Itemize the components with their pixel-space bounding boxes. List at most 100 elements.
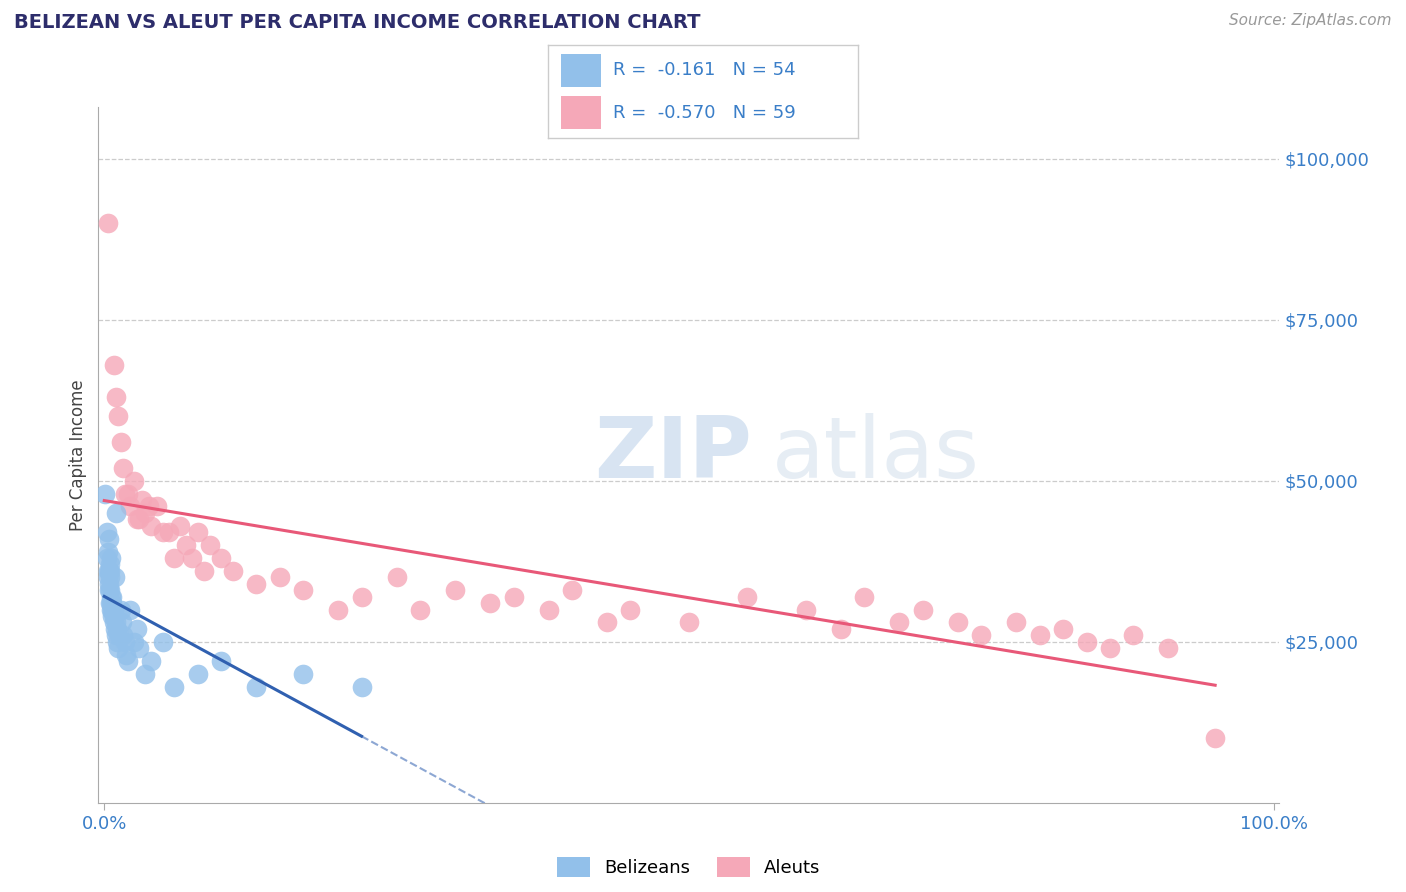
Point <box>104 628 127 642</box>
Point <box>1076 634 1098 648</box>
Point <box>889 615 911 630</box>
Point <box>134 506 156 520</box>
Point <box>1029 628 1052 642</box>
Text: Source: ZipAtlas.com: Source: ZipAtlas.com <box>1229 13 1392 29</box>
Point <box>103 602 125 616</box>
Point <box>139 654 162 668</box>
Y-axis label: Per Capita Income: Per Capita Income <box>69 379 87 531</box>
Point <box>1122 628 1144 642</box>
Point <box>187 667 209 681</box>
Point <box>101 590 124 604</box>
Point <box>107 409 129 424</box>
Bar <box>561 54 600 87</box>
Point <box>163 680 186 694</box>
Point <box>128 512 150 526</box>
Point <box>97 564 120 578</box>
Point <box>97 583 120 598</box>
Point <box>619 602 641 616</box>
Point <box>98 564 121 578</box>
Point <box>146 500 169 514</box>
Bar <box>561 96 600 129</box>
Point <box>181 551 204 566</box>
Point <box>245 576 267 591</box>
Text: BELIZEAN VS ALEUT PER CAPITA INCOME CORRELATION CHART: BELIZEAN VS ALEUT PER CAPITA INCOME CORR… <box>14 13 700 32</box>
Point <box>110 602 132 616</box>
Point <box>292 667 315 681</box>
Point <box>103 609 125 624</box>
Point <box>157 525 180 540</box>
Point <box>104 570 127 584</box>
Point <box>96 551 118 566</box>
Point <box>326 602 349 616</box>
Point <box>107 641 129 656</box>
Point <box>94 486 117 500</box>
Point <box>108 628 131 642</box>
Point <box>104 506 127 520</box>
Point <box>117 654 139 668</box>
Point <box>152 634 174 648</box>
Point <box>245 680 267 694</box>
Point <box>209 654 232 668</box>
Text: R =  -0.161   N = 54: R = -0.161 N = 54 <box>613 62 796 79</box>
Point <box>222 564 245 578</box>
Point <box>104 615 127 630</box>
Point <box>118 500 141 514</box>
Point <box>187 525 209 540</box>
Point <box>138 500 160 514</box>
Point <box>100 551 122 566</box>
Point <box>111 615 134 630</box>
Point <box>101 602 124 616</box>
Point <box>114 486 136 500</box>
Point <box>125 622 148 636</box>
Point <box>946 615 969 630</box>
Point <box>193 564 215 578</box>
Point <box>385 570 408 584</box>
Point <box>97 570 120 584</box>
Point <box>1204 731 1226 746</box>
Point <box>1157 641 1180 656</box>
Point <box>97 216 120 230</box>
Point <box>105 634 128 648</box>
Point <box>169 518 191 533</box>
Point <box>350 590 373 604</box>
Point <box>98 583 121 598</box>
Point <box>97 544 120 558</box>
Point <box>125 512 148 526</box>
Point <box>350 680 373 694</box>
Point <box>537 602 560 616</box>
Point <box>104 390 127 404</box>
Point <box>96 525 118 540</box>
Point <box>911 602 934 616</box>
Point <box>98 570 121 584</box>
Point <box>111 460 134 475</box>
Point <box>122 474 145 488</box>
Point <box>444 583 467 598</box>
Point <box>101 596 124 610</box>
Point <box>737 590 759 604</box>
Point <box>115 648 138 662</box>
Point <box>678 615 700 630</box>
Point <box>139 518 162 533</box>
Point <box>128 641 150 656</box>
Text: ZIP: ZIP <box>595 413 752 497</box>
Point <box>198 538 221 552</box>
Point <box>98 558 121 572</box>
Point <box>103 358 125 372</box>
Point <box>97 564 120 578</box>
Point <box>561 583 583 598</box>
Point <box>100 602 122 616</box>
Text: atlas: atlas <box>772 413 980 497</box>
Point <box>209 551 232 566</box>
Point <box>163 551 186 566</box>
Point <box>479 596 502 610</box>
Point <box>830 622 852 636</box>
Point <box>269 570 291 584</box>
Point <box>98 596 121 610</box>
Point <box>118 602 141 616</box>
Legend: Belizeans, Aleuts: Belizeans, Aleuts <box>550 850 828 884</box>
Point <box>103 615 125 630</box>
Point <box>110 435 132 450</box>
Point <box>104 622 127 636</box>
Point <box>292 583 315 598</box>
Point <box>114 634 136 648</box>
